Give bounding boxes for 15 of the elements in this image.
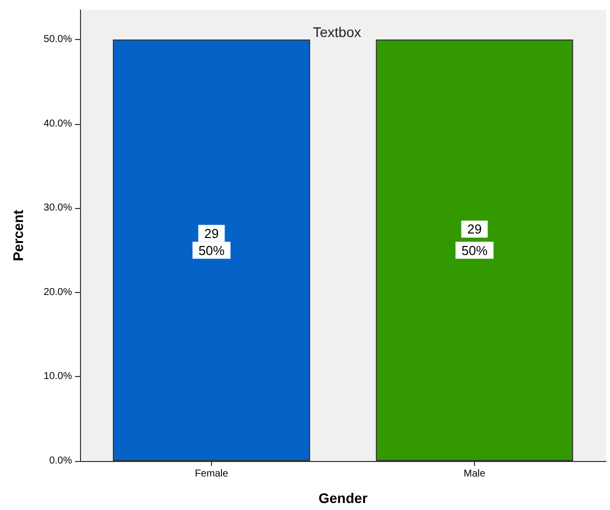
- data-label: 50%: [461, 242, 488, 258]
- x-axis-title: Gender: [318, 490, 368, 506]
- y-tick-label: 20.0%: [44, 286, 72, 298]
- text: Textbox: [312, 24, 362, 40]
- y-axis-title: Percent: [10, 209, 26, 262]
- y-tick-label: 10.0%: [44, 371, 72, 382]
- annotation: 29: [467, 222, 482, 237]
- y-tick-label: 0.0%: [49, 456, 72, 466]
- y-tick-label: 40.0%: [44, 118, 72, 130]
- x-tick-label: Female: [194, 468, 229, 480]
- x-tick-label: Male: [464, 468, 486, 480]
- annotation: 29: [204, 226, 219, 241]
- y-tick-label: 30.0%: [44, 202, 72, 214]
- data-label: 50%: [198, 242, 225, 258]
- y-tick-label: 50.0%: [44, 34, 72, 46]
